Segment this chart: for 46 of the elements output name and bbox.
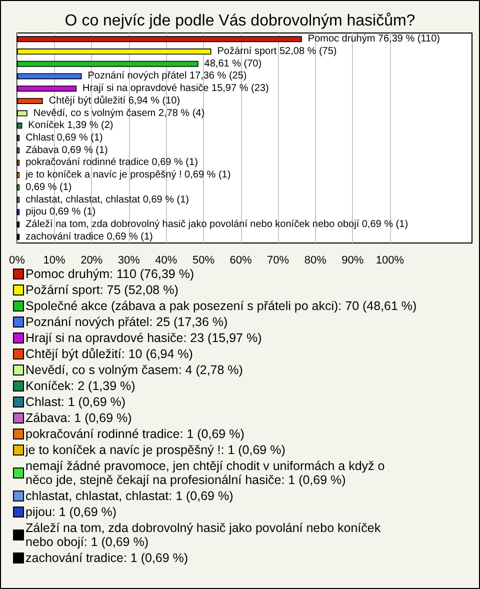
data-label: Hrají si na opravdové hasiče 15,97 % (23) bbox=[82, 83, 269, 94]
legend-label: chlastat, chlastat, chlastat: 1 (0,69 %) bbox=[26, 489, 234, 503]
data-label: Chtějí být důležití 6,94 % (10) bbox=[48, 94, 180, 106]
x-tick-label: 50% bbox=[192, 254, 215, 266]
x-tick-label: 60% bbox=[230, 254, 252, 266]
data-label: zachování tradice 0,69 % (1) bbox=[26, 231, 153, 242]
legend-label: Chlast: 1 (0,69 %) bbox=[26, 395, 126, 409]
data-label: Záleží na tom, zda dobrovolný hasič jako povolání nebo koníček nebo obojí 0,69 % (1) bbox=[26, 218, 408, 230]
x-tick-label: 80% bbox=[304, 254, 327, 266]
data-label: chlastat, chlastat, chlastat 0,69 % (1) bbox=[26, 194, 189, 206]
x-tick-label: 90% bbox=[342, 254, 364, 266]
x-tick-label: 30% bbox=[118, 254, 140, 266]
legend-label: Záleží na tom, zda dobrovolný hasič jako povolání nebo koníček nebo obojí: 1 (0,69 %) bbox=[26, 521, 384, 549]
data-label: Koníček 1,39 % (2) bbox=[28, 120, 114, 132]
data-label: je to koníček a navíc je prospěšný ! 0,69 % (1) bbox=[24, 170, 231, 181]
legend-label: Chtějí být důležití: 10 (6,94 %) bbox=[26, 347, 193, 361]
legend-label: Poznání nových přátel: 25 (17,36 %) bbox=[26, 315, 228, 329]
data-label: Pomoc druhým 76,39 % (110) bbox=[308, 34, 440, 45]
x-tick-label: 0% bbox=[9, 254, 26, 266]
data-label: Chlast 0,69 % (1) bbox=[26, 132, 103, 144]
data-label: Nevědí, co s volným časem 2,78 % (4) bbox=[33, 108, 205, 119]
legend-label: Zábava: 1 (0,69 %) bbox=[26, 411, 132, 425]
legend-label: Koníček: 2 (1,39 %) bbox=[26, 379, 136, 393]
legend-label: pokračování rodinné tradice: 1 (0,69 %) bbox=[26, 427, 244, 441]
x-tick-label: 40% bbox=[155, 254, 178, 266]
legend-label: Hrají si na opravdové hasiče: 23 (15,97 %) bbox=[26, 331, 262, 345]
legend-label: Pomoc druhým: 110 (76,39 %) bbox=[26, 267, 194, 281]
chart-title: O co nejvíc jde podle Vás dobrovolným hasičům? bbox=[64, 12, 416, 30]
data-label: Požární sport 52,08 % (75) bbox=[217, 46, 337, 58]
legend-label: Nevědí, co s volným časem: 4 (2,78 %) bbox=[26, 363, 243, 377]
x-tick-label: 20% bbox=[80, 254, 103, 266]
data-label: pokračování rodinné tradice 0,69 % (1) bbox=[26, 157, 198, 168]
data-label: 48,61 % (70) bbox=[204, 58, 262, 70]
x-tick-label: 70% bbox=[267, 254, 290, 266]
legend-label: pijou: 1 (0,69 %) bbox=[26, 505, 117, 519]
data-label: Poznání nových přátel 17,36 % (25) bbox=[88, 70, 247, 82]
legend-label: nemají žádné pravomoce, jen chtějí chodit v uniformách a když o něco jde, stejně čekají na profesionální hasiče: 1 (0,69 %) bbox=[26, 459, 388, 487]
legend-label: je to koníček a navíc je prospěšný !: 1 (0,69 %) bbox=[24, 443, 286, 457]
legend-label: zachování tradice: 1 (0,69 %) bbox=[26, 551, 188, 565]
data-label: Zábava 0,69 % (1) bbox=[26, 144, 108, 156]
legend-label: Společné akce (zábava a pak posezení s přáteli po akci): 70 (48,61 %) bbox=[26, 299, 417, 313]
legend-label: Požární sport: 75 (52,08 %) bbox=[26, 283, 178, 297]
data-label: 0,69 % (1) bbox=[26, 182, 72, 193]
data-label: pijou 0,69 % (1) bbox=[26, 206, 96, 218]
x-tick-label: 100% bbox=[376, 254, 404, 266]
x-tick-label: 10% bbox=[43, 254, 66, 266]
